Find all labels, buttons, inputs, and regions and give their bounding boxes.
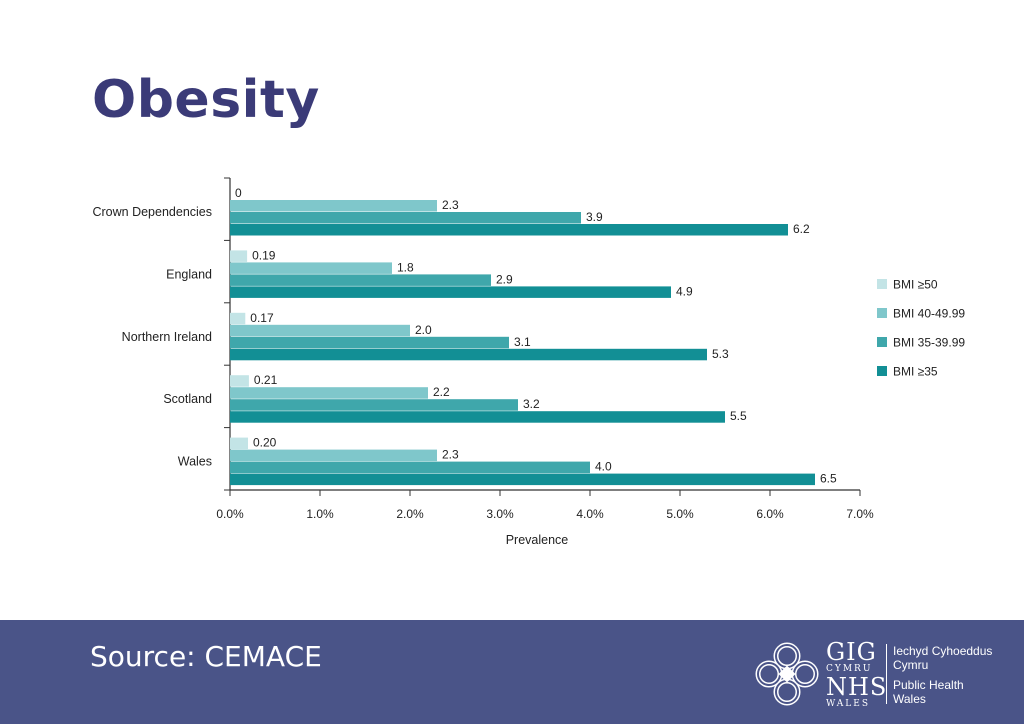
bar: [230, 262, 392, 274]
bar-value-label: 0: [235, 186, 242, 200]
x-tick-label: 7.0%: [846, 507, 874, 521]
legend-swatch: [877, 366, 887, 376]
bar-value-label: 0.19: [252, 248, 276, 262]
bar-value-label: 0.20: [253, 436, 277, 450]
bar-value-label: 2.0: [415, 323, 432, 337]
org-welsh-line-1: Iechyd Cyhoeddus: [893, 644, 993, 658]
category-label: Scotland: [163, 392, 212, 406]
bar-value-label: 6.2: [793, 222, 810, 236]
org-name-welsh: Iechyd Cyhoeddus Cymru: [893, 644, 992, 672]
bar-value-label: 3.2: [523, 397, 540, 411]
legend-label: BMI ≥50: [893, 278, 938, 292]
x-tick-label: 5.0%: [666, 507, 694, 521]
bar-value-label: 5.5: [730, 409, 747, 423]
bar: [230, 461, 590, 474]
bar-value-label: 4.9: [676, 284, 693, 298]
bar: [230, 224, 788, 236]
legend-swatch: [877, 279, 887, 289]
org-english-line-2: Wales: [893, 692, 926, 706]
phw-logo: GIG CYMRU NHS WALES Iechyd Cyhoeddus Cym…: [752, 638, 1012, 710]
x-tick-label: 6.0%: [756, 507, 784, 521]
org-name-english: Public Health Wales: [893, 678, 964, 706]
org-english-line-1: Public Health: [893, 678, 964, 692]
bar: [230, 324, 410, 337]
bar: [230, 348, 707, 361]
category-label: Wales: [178, 455, 212, 469]
celtic-knot-icon: [755, 642, 819, 706]
legend-swatch: [877, 308, 887, 318]
legend-label: BMI 40-49.99: [893, 307, 965, 321]
category-label: Northern Ireland: [122, 330, 212, 344]
legend-swatch: [877, 337, 887, 347]
bar: [230, 312, 246, 325]
x-tick-label: 4.0%: [576, 507, 604, 521]
x-tick-label: 1.0%: [306, 507, 334, 521]
bar-value-label: 3.1: [514, 335, 531, 349]
org-welsh-line-2: Cymru: [893, 658, 929, 672]
logo-gig: GIG: [826, 638, 877, 666]
x-axis-title: Prevalence: [506, 533, 569, 547]
category-label: Crown Dependencies: [92, 205, 212, 219]
legend-label: BMI ≥35: [893, 365, 938, 379]
bar: [230, 449, 437, 462]
footer-band: Source: CEMACE GIG CYMRU NHS WALES: [0, 620, 1024, 724]
prevalence-bar-chart: 0.0% 1.0% 2.0% 3.0% 4.0% 5.0% 6.0% 7.0% Prevalen…: [92, 177, 965, 547]
x-tick-label: 3.0%: [486, 507, 514, 521]
x-tick-label: 2.0%: [396, 507, 424, 521]
bar-value-label: 1.8: [397, 260, 414, 274]
bar-value-label: 0.21: [254, 373, 278, 387]
bar-value-label: 2.3: [442, 448, 459, 462]
bar: [230, 387, 428, 399]
slide-title: Obesity: [92, 70, 320, 130]
logo-wales: WALES: [826, 699, 871, 709]
bar: [230, 375, 249, 387]
bar: [230, 286, 671, 298]
legend-label: BMI 35-39.99: [893, 336, 965, 350]
bar-value-label: 2.2: [433, 385, 450, 399]
bar-value-label: 0.17: [250, 311, 274, 325]
bar-value-label: 2.3: [442, 198, 459, 212]
bar-value-label: 3.9: [586, 210, 603, 224]
bar: [230, 411, 725, 423]
bar: [230, 399, 518, 411]
bar: [230, 336, 509, 349]
bar-value-label: 6.5: [820, 472, 837, 486]
bar: [230, 274, 491, 286]
bar: [230, 212, 581, 224]
source-caption: Source: CEMACE: [90, 640, 322, 673]
logo-nhs: NHS: [826, 673, 888, 701]
bar: [230, 200, 437, 212]
category-label: England: [166, 267, 212, 281]
bar: [230, 473, 815, 486]
logo-divider: [886, 644, 887, 704]
bar: [230, 250, 248, 262]
logo-cymru: CYMRU: [826, 664, 873, 674]
bar-value-label: 2.9: [496, 272, 513, 286]
bar-value-label: 4.0: [595, 460, 612, 474]
gig-cymru-nhs-wales-wordmark: GIG CYMRU NHS WALES: [826, 638, 888, 710]
bar-value-label: 5.3: [712, 347, 729, 361]
bar: [230, 437, 248, 450]
x-tick-label: 0.0%: [216, 507, 244, 521]
